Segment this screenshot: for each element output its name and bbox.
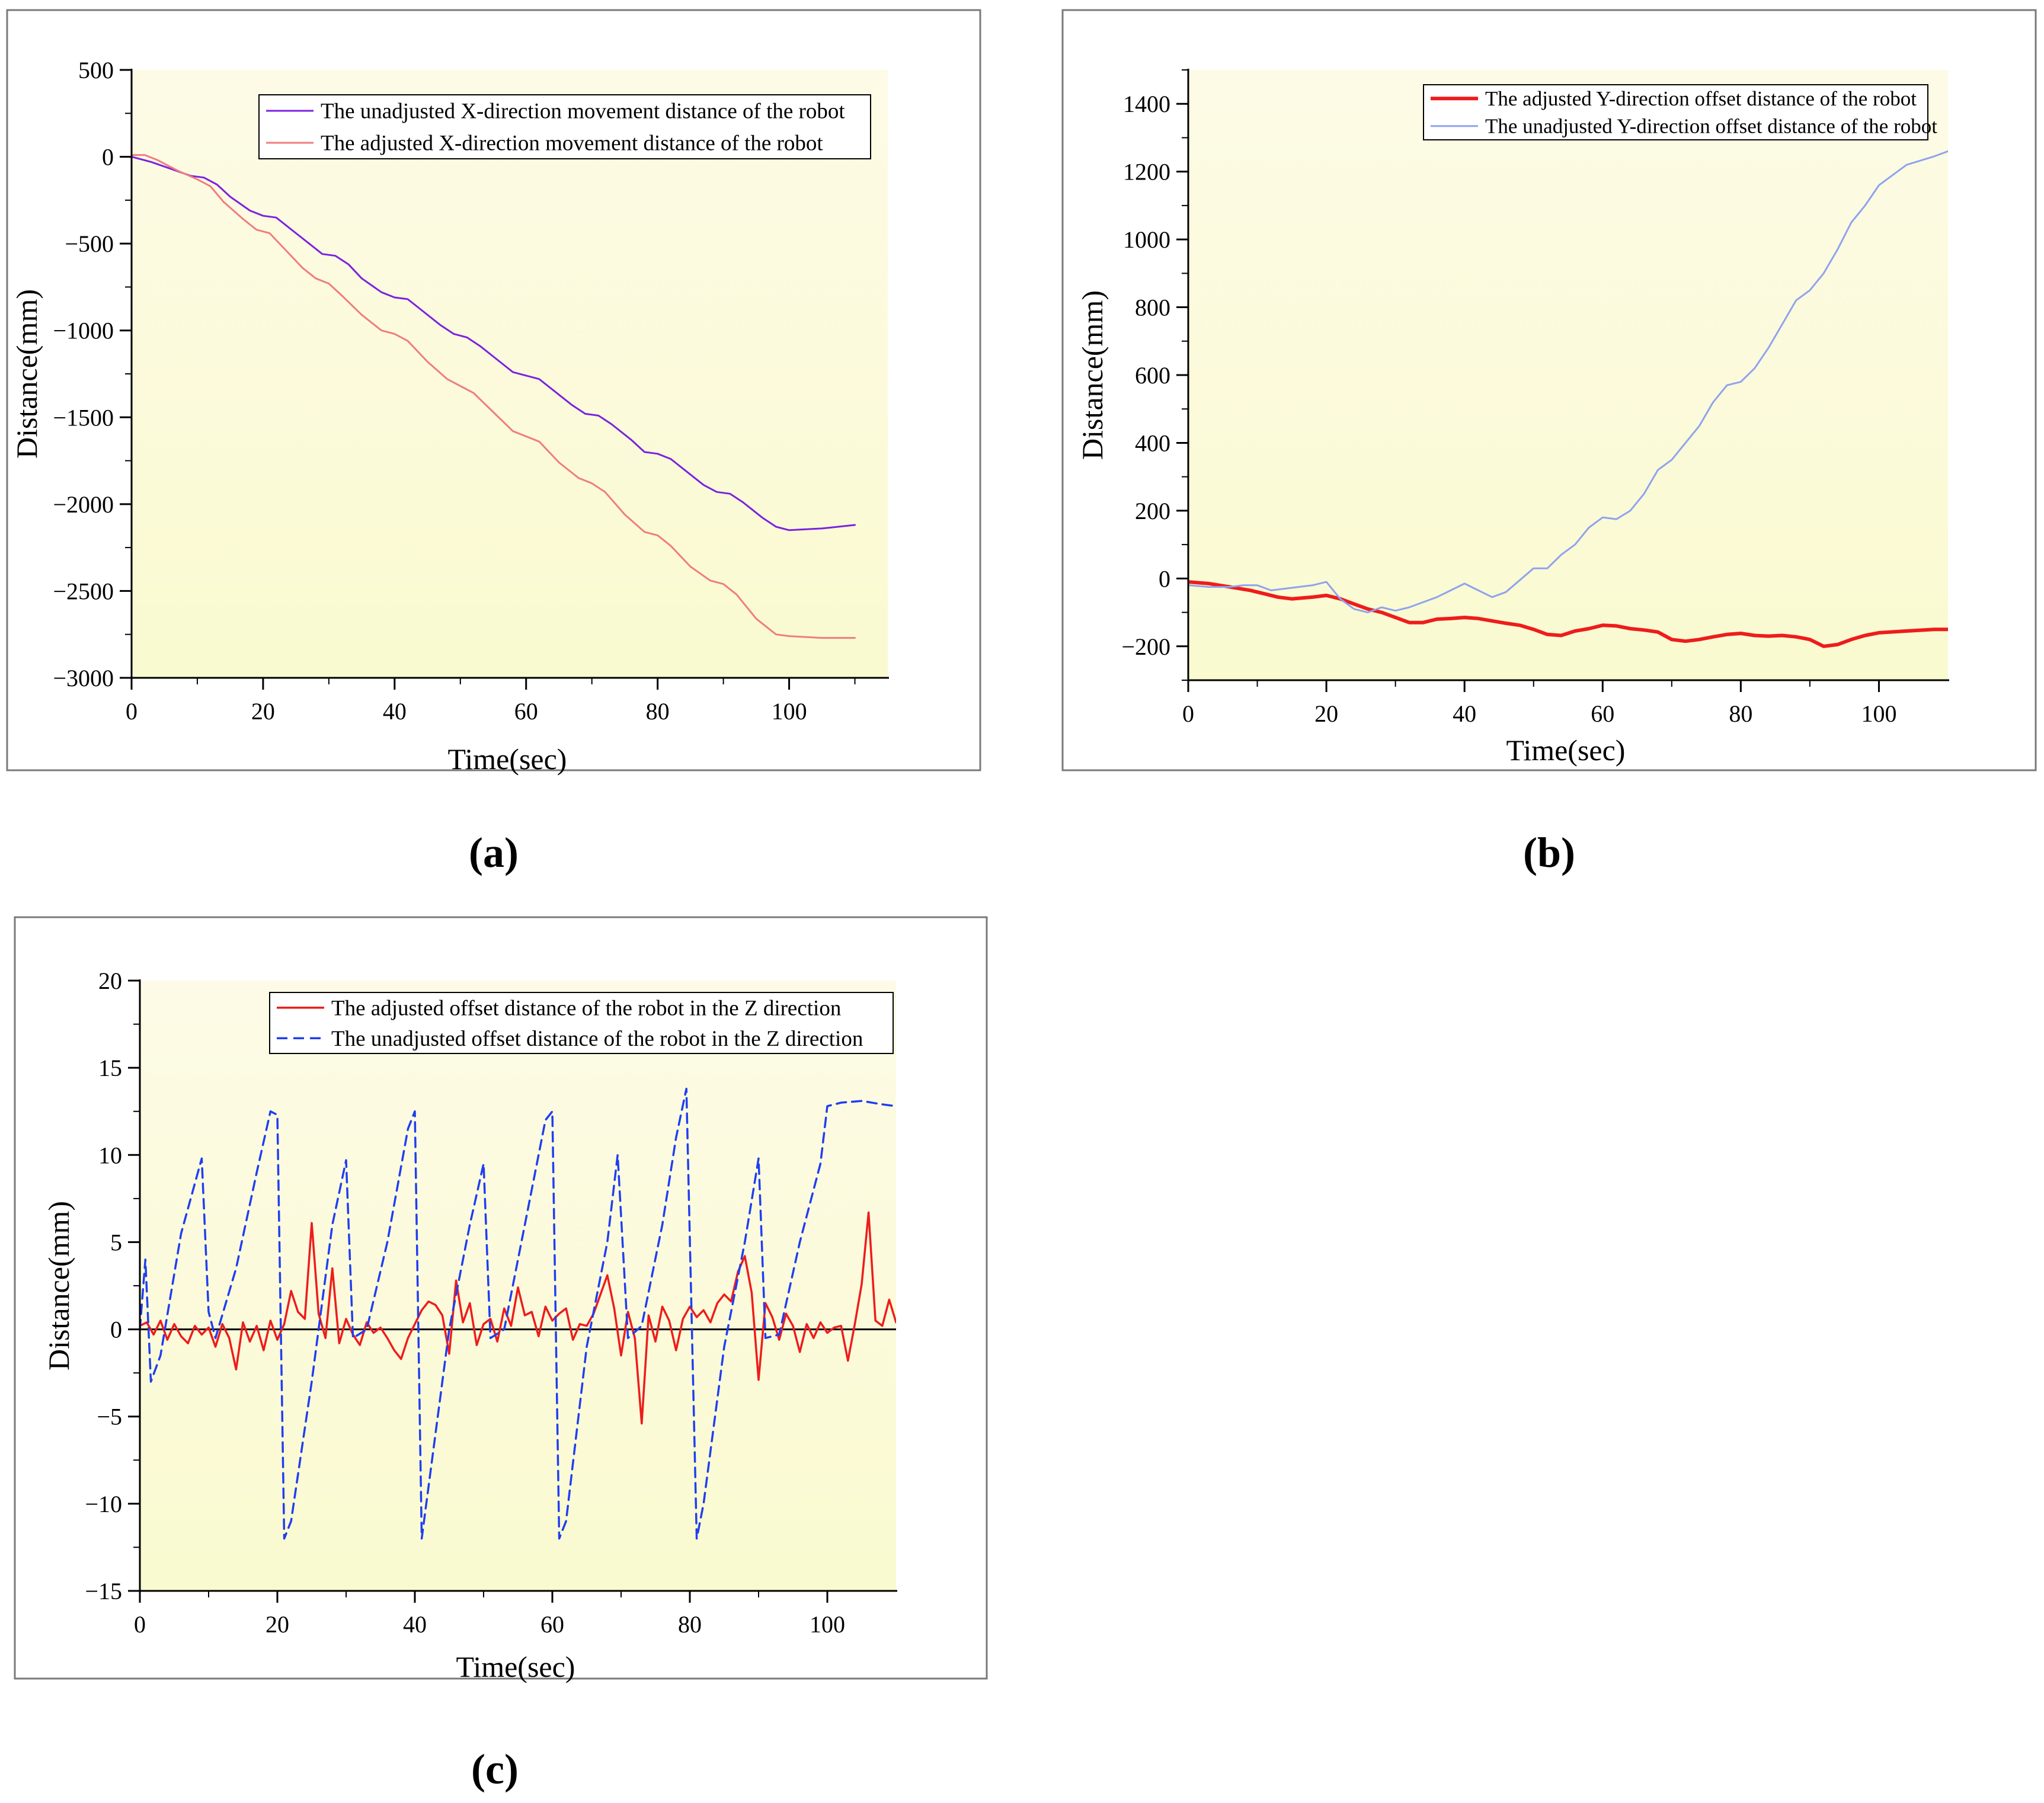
x-tick-label-c: 60 [540, 1611, 564, 1638]
series-line-b-1 [1188, 580, 1948, 648]
chart-panel-c: 0 20 40 60 80 100 20 15 10 5 0 −5 −10 −15 Time(sec) Dis… [42, 968, 897, 1683]
y-tick-label-a: −500 [65, 230, 114, 257]
x-tick-label-b: 40 [1453, 700, 1476, 727]
y-tick-label-c: −5 [97, 1404, 122, 1430]
legend-label-b-1: The adjusted Y-direction offset distance… [1485, 87, 1917, 110]
y-tick-label-b: 400 [1135, 430, 1170, 456]
x-tick-label-c: 80 [678, 1611, 702, 1638]
y-axis-label-b: Distance(mm) [1076, 290, 1109, 460]
y-tick-label-a: −2000 [53, 491, 114, 518]
legend-label-c-2: The unadjusted offset distance of the ro… [331, 1027, 863, 1051]
x-tick-label-b: 20 [1314, 700, 1338, 727]
panel-b-caption: (b) [1523, 829, 1575, 876]
y-tick-label-b: 200 [1135, 498, 1170, 524]
series-group-a [132, 154, 856, 639]
x-tick-label-c: 100 [810, 1611, 845, 1638]
y-tick-label-c: −15 [85, 1578, 122, 1605]
y-tick-label-c: 10 [98, 1142, 122, 1168]
y-tick-label-a: 500 [78, 57, 114, 84]
series-group-c [140, 1087, 896, 1540]
legend-box-c [269, 992, 894, 1054]
y-tick-label-b: 0 [1159, 565, 1170, 592]
legend-label-a-1: The unadjusted X-direction movement dist… [321, 100, 845, 124]
y-tick-label-b: 600 [1135, 362, 1170, 389]
x-axis-label-a: Time(sec) [448, 742, 567, 776]
x-tick-label-c: 0 [134, 1611, 146, 1638]
x-tick-label-b: 100 [1861, 700, 1896, 727]
series-line-b-2 [1188, 150, 1948, 614]
x-tick-label-b: 80 [1729, 700, 1752, 727]
y-tick-label-b: 800 [1135, 294, 1170, 321]
y-tick-label-a: 0 [102, 144, 114, 171]
x-tick-label-a: 80 [646, 698, 670, 725]
y-tick-label-a: −1500 [53, 404, 114, 431]
y-tick-label-a: −3000 [53, 665, 114, 691]
y-tick-label-b: 1400 [1123, 91, 1170, 117]
x-axis-label-b: Time(sec) [1506, 734, 1626, 767]
x-tick-label-b: 0 [1182, 700, 1194, 727]
y-tick-label-a: −2500 [53, 578, 114, 604]
legend-box-a [258, 94, 871, 159]
y-tick-label-b: −200 [1121, 633, 1170, 660]
y-tick-label-b: 1200 [1123, 159, 1170, 185]
x-tick-label-a: 100 [772, 698, 807, 725]
plot-area-c [140, 981, 896, 1591]
x-tick-label-a: 60 [514, 698, 538, 725]
x-tick-label-b: 60 [1591, 700, 1614, 727]
y-tick-label-c: 5 [110, 1229, 122, 1256]
x-tick-label-a: 0 [126, 698, 137, 725]
panel-a-caption: (a) [469, 829, 519, 876]
y-tick-label-c: −10 [85, 1491, 122, 1517]
legend-label-c-1: The adjusted offset distance of the robo… [331, 996, 841, 1020]
y-axis-label-c: Distance(mm) [42, 1201, 75, 1370]
y-tick-label-c: 0 [110, 1317, 122, 1343]
x-axis-label-c: Time(sec) [456, 1650, 575, 1683]
series-group-b [1188, 150, 1948, 648]
x-tick-label-c: 40 [403, 1611, 427, 1638]
series-line-c-1 [140, 1211, 896, 1425]
y-axis-label-a: Distance(mm) [10, 289, 43, 459]
x-tick-label-c: 20 [266, 1611, 289, 1638]
y-tick-label-c: 20 [98, 968, 122, 994]
chart-panel-a: 0 20 40 60 80 100 500 0 −500 −1000 −1500 −2000 −2500… [10, 57, 889, 776]
legend-label-a-2: The adjusted X-direction movement distan… [321, 132, 823, 156]
y-tick-label-b: 1000 [1123, 226, 1170, 253]
series-line-c-2 [140, 1087, 896, 1540]
y-tick-label-a: −1000 [53, 318, 114, 344]
series-line-a-1 [132, 156, 856, 531]
x-tick-label-a: 20 [251, 698, 275, 725]
chart-panel-b: 0 20 40 60 80 100 1400 1200 1000 800 600 400 200 0 −20… [1076, 69, 1949, 767]
plot-area-b [1188, 70, 1948, 680]
plot-area-a [132, 70, 888, 678]
legend-box-b [1423, 84, 1928, 140]
y-tick-label-c: 15 [98, 1055, 122, 1081]
legend-label-b-2: The unadjusted Y-direction offset distan… [1485, 115, 1937, 138]
series-line-a-2 [132, 154, 856, 639]
x-tick-label-a: 40 [383, 698, 407, 725]
panel-c-caption: (c) [471, 1746, 519, 1793]
